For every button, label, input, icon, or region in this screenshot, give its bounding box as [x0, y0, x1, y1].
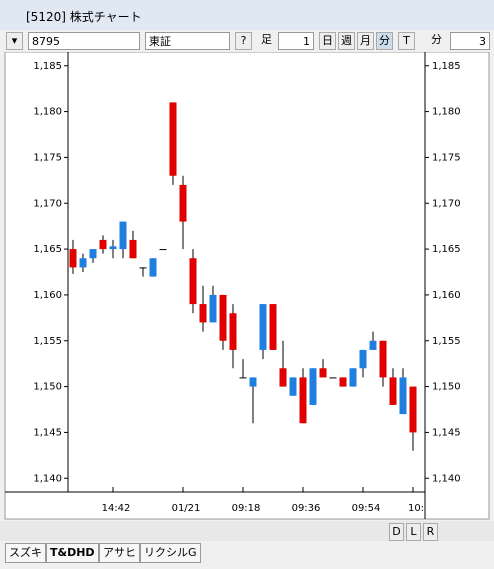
y2-tick-label: 1,180 — [432, 107, 461, 118]
candle-body — [379, 340, 387, 378]
y2-tick-label: 1,145 — [432, 427, 461, 438]
tab[interactable]: アサヒ — [99, 543, 140, 563]
candle-body — [359, 349, 367, 369]
candle-body — [259, 304, 267, 350]
y-tick-label: 1,175 — [33, 152, 62, 163]
market-select[interactable]: 東証 — [145, 32, 230, 50]
bottom-button[interactable]: R — [423, 523, 438, 541]
y2-tick-label: 1,155 — [432, 336, 461, 347]
chart-frame — [4, 52, 490, 520]
candle-body — [189, 258, 197, 305]
candle-body — [129, 239, 137, 259]
candle-body — [269, 304, 277, 350]
x-tick-label: 14:42 — [102, 503, 131, 514]
candle-body — [89, 249, 97, 259]
y2-tick-label: 1,165 — [432, 244, 461, 255]
candle-body — [159, 249, 167, 251]
x-tick-label: 09:54 — [352, 503, 381, 514]
bottom-button[interactable]: D — [389, 523, 404, 541]
candle-body — [239, 377, 247, 379]
candle-body — [119, 221, 127, 250]
candle-body — [339, 377, 347, 387]
bar-count[interactable]: 1 — [278, 32, 314, 50]
chart: 1,140 1,140 1,145 1,145 1,150 1,150 1,155 1,155… — [4, 52, 490, 520]
x-tick-label: 10: — [408, 503, 424, 514]
candle-body — [199, 304, 207, 323]
interval-label: 分 — [431, 33, 442, 46]
y-tick-label: 1,170 — [33, 198, 62, 209]
y-tick-label: 1,160 — [33, 290, 62, 301]
title-bar: [5120] 株式チャート — [0, 0, 494, 30]
y2-tick-label: 1,160 — [432, 290, 461, 301]
month-button[interactable]: 月 — [357, 32, 374, 50]
y-tick-label: 1,150 — [33, 382, 62, 393]
candle-body — [299, 377, 307, 424]
candle-body — [409, 386, 417, 433]
y2-tick-label: 1,175 — [432, 152, 461, 163]
y2-tick-label: 1,150 — [432, 382, 461, 393]
tab[interactable]: T&DHD — [46, 543, 99, 563]
tab[interactable]: リクシルG — [140, 543, 201, 563]
tab[interactable]: スズキ — [5, 543, 46, 563]
candle-body — [249, 377, 257, 387]
candle-body — [69, 249, 77, 268]
y2-tick-label: 1,170 — [432, 198, 461, 209]
x-tick-label: 09:36 — [292, 503, 321, 514]
y-tick-label: 1,155 — [33, 336, 62, 347]
y2-tick-label: 1,185 — [432, 61, 461, 72]
candle-body — [369, 340, 377, 350]
menu-button[interactable]: ▾ — [6, 32, 23, 50]
candle-body — [319, 368, 327, 378]
tick-button[interactable]: T — [398, 32, 415, 50]
candle-body — [79, 258, 87, 268]
week-button[interactable]: 週 — [338, 32, 355, 50]
y2-tick-label: 1,140 — [432, 473, 461, 484]
help-button[interactable]: ? — [235, 32, 252, 50]
candle-body — [349, 368, 357, 387]
candle-body — [289, 377, 297, 396]
candle-body — [389, 377, 397, 405]
y-tick-label: 1,165 — [33, 244, 62, 255]
y-tick-label: 1,140 — [33, 473, 62, 484]
interval-input[interactable]: 3 — [450, 32, 490, 50]
x-tick-label: 09:18 — [232, 503, 261, 514]
candle-body — [279, 368, 287, 387]
y-tick-label: 1,180 — [33, 107, 62, 118]
candle-body — [149, 258, 157, 277]
y-tick-label: 1,185 — [33, 61, 62, 72]
candle-body — [309, 368, 317, 405]
candle-body — [109, 246, 117, 250]
window-title: [5120] 株式チャート — [26, 10, 142, 24]
y-tick-label: 1,145 — [33, 427, 62, 438]
candle-body — [209, 294, 217, 323]
candle-body — [139, 267, 147, 269]
candle-body — [329, 377, 337, 379]
candle-body — [219, 294, 227, 341]
bottom-button[interactable]: L — [406, 523, 421, 541]
minute-button[interactable]: 分 — [376, 32, 393, 50]
candle-body — [169, 102, 177, 176]
x-tick-label: 01/21 — [172, 503, 201, 514]
candle-body — [99, 239, 107, 250]
candle-body — [179, 184, 187, 222]
candle-body — [229, 313, 237, 350]
day-button[interactable]: 日 — [319, 32, 336, 50]
bar-label: 足 — [261, 33, 272, 46]
symbol-select[interactable]: 8795 — [28, 32, 140, 50]
candle-body — [399, 377, 407, 415]
